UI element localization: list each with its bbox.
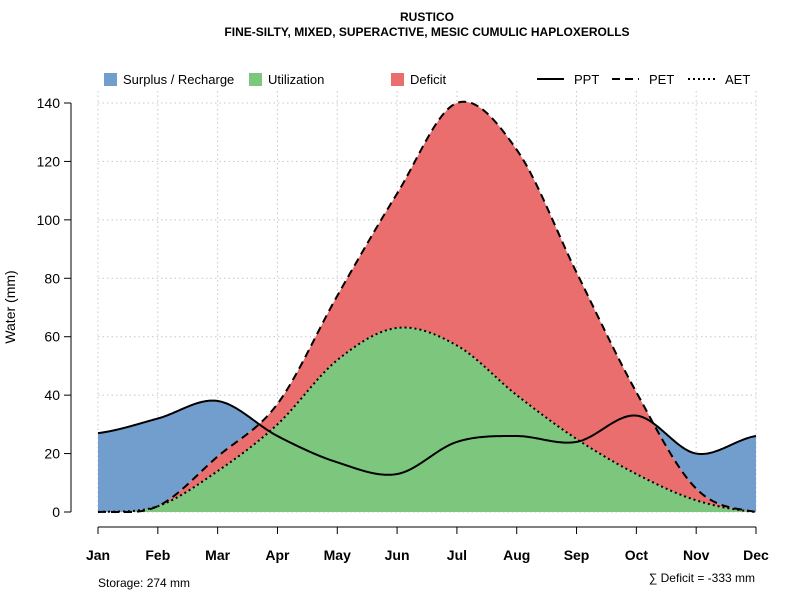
deficit-annotation: ∑ Deficit = -333 mm: [649, 571, 755, 585]
y-tick-label: 20: [44, 446, 60, 462]
x-tick-label: Apr: [265, 547, 290, 563]
chart-title: RUSTICO: [400, 10, 454, 24]
legend: Surplus / Recharge Utilization Deficit PPT P…: [104, 72, 750, 87]
y-tick-label: 120: [37, 153, 61, 169]
legend-label: PPT: [574, 72, 599, 87]
legend-label: Utilization: [268, 72, 324, 87]
x-tick-label: Mar: [205, 547, 230, 563]
legend-label: AET: [725, 72, 750, 87]
series-line-ppt: [97, 399, 757, 476]
y-tick-label: 140: [37, 95, 61, 111]
y-axis-label: Water (mm): [2, 270, 18, 343]
x-tick-label: Jan: [86, 547, 110, 563]
y-tick-label: 80: [44, 270, 60, 286]
area-utilization: [98, 327, 756, 512]
axes: 0 20 40 60 80 100 120 140 Jan Feb Mar Apr May Jun Jul A…: [37, 95, 769, 563]
x-tick-label: Jun: [385, 547, 410, 563]
y-tick-label: 60: [44, 329, 60, 345]
legend-swatch-surplus-recharge: [104, 73, 117, 86]
area-deficit: [98, 101, 756, 512]
y-tick-label: 0: [52, 504, 60, 520]
series-line-pet: [97, 100, 757, 513]
y-tick-label: 40: [44, 387, 60, 403]
legend-swatch-deficit: [391, 73, 404, 86]
area-surplus-recharge: [98, 101, 756, 512]
y-tick-label: 100: [37, 212, 61, 228]
x-tick-label: Sep: [564, 547, 590, 563]
legend-label: Deficit: [410, 72, 447, 87]
x-tick-label: Dec: [743, 547, 769, 563]
x-tick-label: Aug: [503, 547, 530, 563]
chart-subtitle: FINE-SILTY, MIXED, SUPERACTIVE, MESIC CU…: [224, 25, 629, 39]
legend-label: PET: [649, 72, 674, 87]
x-tick-label: Feb: [145, 547, 170, 563]
legend-swatch-utilization: [249, 73, 262, 86]
x-tick-label: Jul: [447, 547, 467, 563]
storage-annotation: Storage: 274 mm: [98, 576, 190, 590]
area-fills: [98, 101, 756, 512]
legend-label: Surplus / Recharge: [123, 72, 234, 87]
x-tick-label: May: [324, 547, 351, 563]
series-lines: [97, 100, 757, 513]
x-tick-label: Nov: [683, 547, 710, 563]
x-tick-label: Oct: [625, 547, 649, 563]
